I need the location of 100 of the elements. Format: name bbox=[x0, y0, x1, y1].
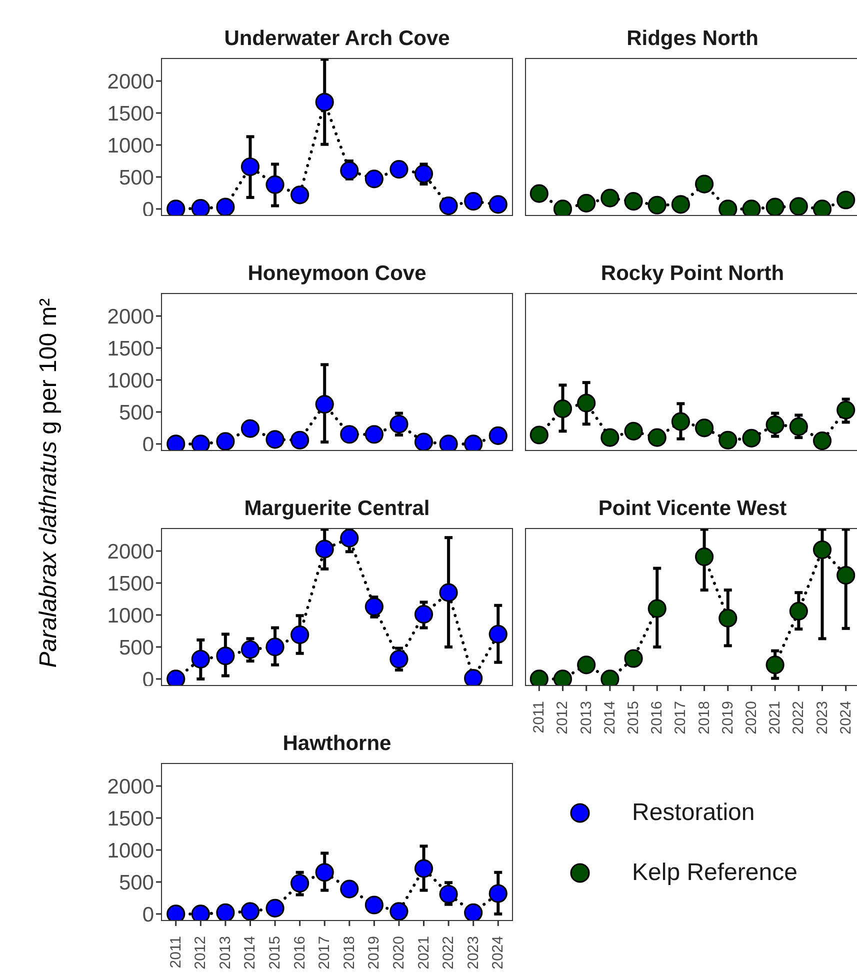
x-tick-label: 2021 bbox=[766, 701, 784, 734]
point bbox=[812, 200, 832, 216]
point bbox=[488, 426, 508, 445]
point bbox=[216, 432, 235, 451]
y-axis-title: Paralabrax clathratus g per 100 m² bbox=[35, 298, 62, 668]
y-tick-label: 500 bbox=[118, 166, 154, 190]
x-tick-label: 2011 bbox=[530, 701, 548, 734]
point bbox=[577, 394, 596, 412]
point bbox=[364, 896, 384, 914]
x-tick-label: 2013 bbox=[216, 936, 234, 970]
point bbox=[191, 199, 210, 216]
x-tick-label: 2012 bbox=[192, 936, 210, 970]
point bbox=[340, 425, 359, 444]
point bbox=[600, 670, 620, 686]
point bbox=[648, 599, 666, 618]
y-tick-label: 1000 bbox=[107, 134, 154, 158]
point bbox=[240, 157, 260, 176]
point bbox=[624, 649, 643, 668]
point bbox=[488, 195, 508, 214]
point bbox=[315, 863, 334, 882]
x-tick-label: 2014 bbox=[242, 936, 259, 970]
chart-title: Point Vicente West bbox=[597, 496, 788, 522]
x-tick-label: 2018 bbox=[696, 701, 713, 734]
y-tick-label: 500 bbox=[118, 401, 154, 424]
point bbox=[414, 605, 434, 624]
point bbox=[266, 175, 284, 194]
point bbox=[191, 434, 210, 451]
x-tick-label: 2019 bbox=[366, 936, 383, 970]
point bbox=[390, 650, 408, 668]
point bbox=[390, 902, 408, 921]
x-tick-label: 2015 bbox=[266, 936, 284, 970]
point bbox=[789, 602, 808, 620]
point bbox=[766, 656, 784, 674]
point bbox=[464, 192, 483, 211]
point bbox=[216, 903, 235, 921]
point bbox=[718, 200, 738, 216]
x-tick-label: 2014 bbox=[601, 701, 618, 734]
point bbox=[216, 646, 235, 666]
y-tick-label: 500 bbox=[118, 871, 154, 894]
point bbox=[766, 198, 784, 216]
y-tick-label: 1500 bbox=[107, 337, 154, 360]
point bbox=[530, 426, 548, 444]
point bbox=[836, 566, 856, 585]
point bbox=[266, 898, 284, 918]
point bbox=[530, 670, 548, 686]
point bbox=[290, 626, 310, 644]
point bbox=[553, 399, 572, 418]
point bbox=[191, 650, 210, 668]
point bbox=[414, 859, 434, 878]
point bbox=[600, 428, 620, 447]
point bbox=[624, 422, 643, 440]
chart-title: Honeymoon Cove bbox=[246, 261, 428, 287]
point bbox=[414, 432, 434, 451]
y-tick-label: 1000 bbox=[107, 839, 154, 862]
point bbox=[240, 640, 260, 659]
x-tick-label: 2019 bbox=[719, 701, 736, 734]
point bbox=[340, 880, 359, 898]
point bbox=[266, 638, 284, 656]
point bbox=[577, 656, 596, 674]
point bbox=[364, 170, 384, 188]
x-tick-label: 2016 bbox=[291, 936, 308, 970]
point bbox=[600, 188, 620, 208]
y-tick-label: 500 bbox=[118, 636, 154, 660]
y-tick-label: 2000 bbox=[107, 305, 154, 328]
point bbox=[364, 425, 384, 444]
point bbox=[488, 624, 508, 644]
point bbox=[266, 430, 284, 449]
point bbox=[166, 434, 186, 451]
y-tick-label: 2000 bbox=[107, 540, 154, 564]
point bbox=[315, 395, 334, 414]
point bbox=[718, 608, 738, 628]
x-tick-label: 2020 bbox=[390, 936, 408, 970]
x-tick-label: 2011 bbox=[167, 936, 184, 968]
point bbox=[789, 197, 808, 216]
y-tick-label: 0 bbox=[142, 903, 154, 926]
point bbox=[812, 540, 832, 560]
point bbox=[315, 92, 334, 112]
point bbox=[340, 528, 359, 548]
point bbox=[694, 174, 714, 194]
point bbox=[648, 196, 666, 214]
point bbox=[390, 160, 408, 179]
point bbox=[439, 583, 458, 602]
y-tick-label: 2000 bbox=[107, 775, 154, 798]
point bbox=[340, 161, 359, 180]
point bbox=[166, 904, 186, 921]
point bbox=[166, 670, 186, 686]
x-tick-label: 2022 bbox=[790, 701, 808, 734]
point bbox=[577, 194, 596, 213]
x-tick-label: 2013 bbox=[578, 701, 595, 734]
point bbox=[216, 198, 235, 216]
point bbox=[315, 540, 334, 558]
x-tick-label: 2023 bbox=[814, 701, 831, 734]
x-tick-label: 2015 bbox=[625, 701, 642, 734]
x-tick-label: 2024 bbox=[837, 701, 854, 734]
point bbox=[464, 669, 483, 686]
y-tick-label: 2000 bbox=[107, 70, 154, 94]
x-tick-label: 2024 bbox=[490, 936, 507, 970]
point bbox=[439, 884, 458, 904]
point bbox=[530, 184, 548, 203]
chart-title: Hawthorne bbox=[282, 731, 392, 757]
